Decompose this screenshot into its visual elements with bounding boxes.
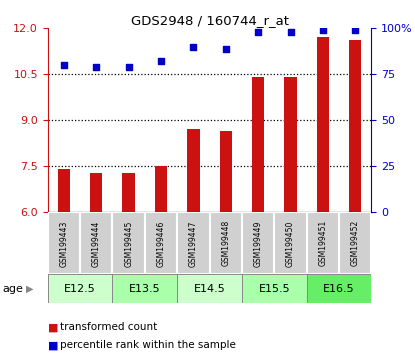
Text: E14.5: E14.5: [194, 284, 225, 293]
Title: GDS2948 / 160744_r_at: GDS2948 / 160744_r_at: [131, 14, 288, 27]
Bar: [155, 166, 167, 212]
Bar: [122, 172, 135, 212]
Text: GSM199447: GSM199447: [189, 220, 198, 267]
Bar: [220, 131, 232, 212]
Text: transformed count: transformed count: [60, 322, 157, 332]
Bar: [58, 169, 70, 212]
Point: [352, 27, 359, 33]
Text: ■: ■: [48, 340, 58, 350]
Point: [93, 64, 100, 70]
Text: GSM199450: GSM199450: [286, 220, 295, 267]
Bar: [339, 212, 371, 274]
Point: [255, 29, 261, 35]
Bar: [187, 129, 200, 212]
Text: GSM199446: GSM199446: [156, 220, 166, 267]
Bar: [177, 274, 242, 303]
Text: E12.5: E12.5: [64, 284, 96, 293]
Text: E13.5: E13.5: [129, 284, 161, 293]
Text: GSM199444: GSM199444: [92, 220, 101, 267]
Point: [287, 29, 294, 35]
Bar: [48, 212, 80, 274]
Bar: [307, 274, 371, 303]
Bar: [177, 212, 210, 274]
Bar: [145, 212, 177, 274]
Text: GSM199449: GSM199449: [254, 220, 263, 267]
Text: ■: ■: [48, 322, 58, 332]
Bar: [112, 274, 177, 303]
Bar: [317, 37, 329, 212]
Point: [61, 62, 67, 68]
Point: [125, 64, 132, 70]
Bar: [210, 212, 242, 274]
Point: [158, 59, 164, 64]
Bar: [242, 212, 274, 274]
Text: E15.5: E15.5: [259, 284, 290, 293]
Point: [190, 44, 197, 50]
Text: percentile rank within the sample: percentile rank within the sample: [60, 340, 236, 350]
Bar: [112, 212, 145, 274]
Bar: [90, 173, 103, 212]
Bar: [48, 274, 112, 303]
Bar: [284, 77, 297, 212]
Bar: [307, 212, 339, 274]
Text: GSM199445: GSM199445: [124, 220, 133, 267]
Text: GSM199452: GSM199452: [351, 220, 360, 267]
Bar: [252, 78, 264, 212]
Bar: [274, 212, 307, 274]
Text: GSM199443: GSM199443: [59, 220, 68, 267]
Point: [222, 46, 229, 51]
Text: ▶: ▶: [26, 284, 34, 293]
Point: [320, 27, 326, 33]
Text: GSM199448: GSM199448: [221, 220, 230, 267]
Text: GSM199451: GSM199451: [318, 220, 327, 267]
Bar: [80, 212, 112, 274]
Bar: [349, 40, 361, 212]
Text: age: age: [2, 284, 23, 293]
Text: E16.5: E16.5: [323, 284, 355, 293]
Bar: [242, 274, 307, 303]
